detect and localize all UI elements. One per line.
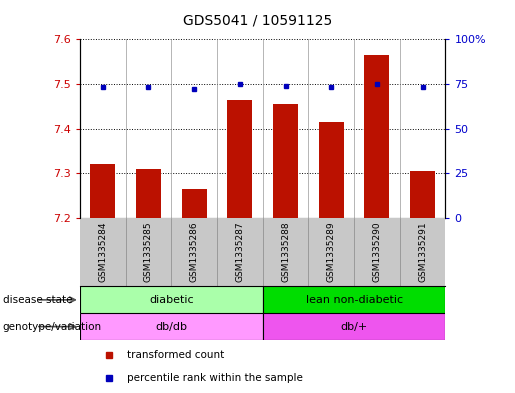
Text: GSM1335288: GSM1335288 <box>281 221 290 282</box>
Bar <box>263 286 445 313</box>
Bar <box>227 99 252 218</box>
Bar <box>90 164 115 218</box>
Bar <box>263 313 445 340</box>
Bar <box>410 171 435 218</box>
Bar <box>136 169 161 218</box>
Text: diabetic: diabetic <box>149 295 194 305</box>
Text: lean non-diabetic: lean non-diabetic <box>305 295 403 305</box>
Text: GSM1335285: GSM1335285 <box>144 221 153 282</box>
Text: percentile rank within the sample: percentile rank within the sample <box>127 373 303 383</box>
Text: db/db: db/db <box>155 321 187 332</box>
Bar <box>181 189 207 218</box>
Bar <box>364 55 389 218</box>
Text: db/+: db/+ <box>340 321 368 332</box>
Bar <box>273 104 298 218</box>
Text: GSM1335284: GSM1335284 <box>98 221 107 282</box>
Text: disease state: disease state <box>3 295 72 305</box>
Text: GSM1335287: GSM1335287 <box>235 221 244 282</box>
Text: GSM1335289: GSM1335289 <box>327 221 336 282</box>
Text: GSM1335290: GSM1335290 <box>372 221 382 282</box>
Text: GSM1335286: GSM1335286 <box>190 221 199 282</box>
Text: genotype/variation: genotype/variation <box>3 321 101 332</box>
Text: GDS5041 / 10591125: GDS5041 / 10591125 <box>183 14 332 28</box>
Bar <box>80 286 263 313</box>
Text: transformed count: transformed count <box>127 350 225 360</box>
Bar <box>80 313 263 340</box>
Bar <box>319 122 344 218</box>
Text: GSM1335291: GSM1335291 <box>418 221 427 282</box>
